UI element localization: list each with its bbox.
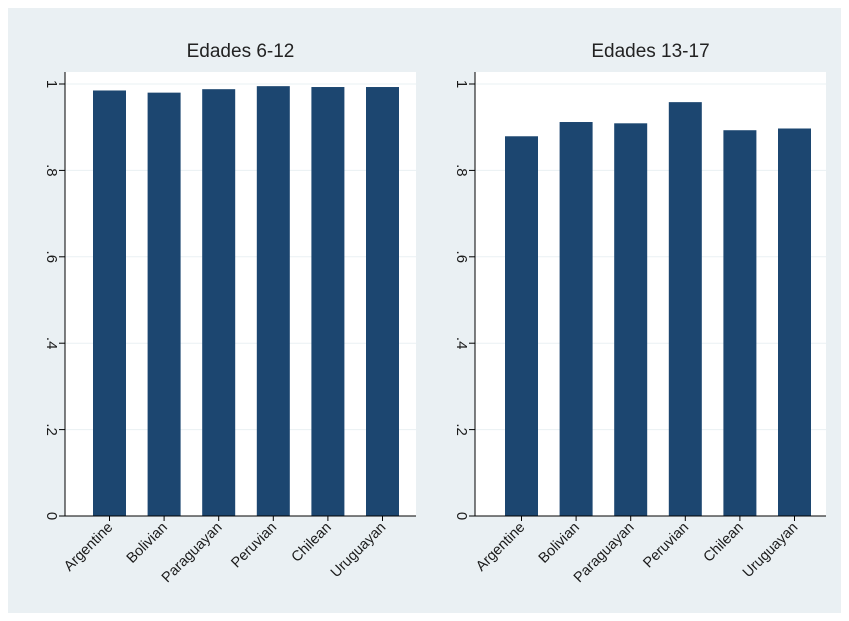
y-tick-label: .2 <box>43 423 60 436</box>
x-category-label: Chilean <box>701 520 747 566</box>
bar-uruguayan <box>366 87 399 517</box>
y-tick-label: .6 <box>43 251 60 264</box>
y-tick-label: .4 <box>453 337 470 350</box>
x-category-label: Argentine <box>473 520 528 575</box>
x-category-label: Bolivian <box>124 520 171 567</box>
bar-paraguayan <box>614 123 648 516</box>
x-category-label: Argentine <box>61 520 116 575</box>
bar-peruvian <box>668 102 702 517</box>
panel-title: Edades 13-17 <box>591 41 709 62</box>
y-tick-label: 1 <box>453 80 470 88</box>
bar-paraguayan <box>202 89 236 517</box>
y-tick-label: 0 <box>43 512 60 520</box>
x-category-label: Peruvian <box>228 520 280 572</box>
y-tick-label: .2 <box>453 423 470 436</box>
y-tick-label: .8 <box>43 164 60 177</box>
bar-argentine <box>93 90 126 516</box>
bar-uruguayan <box>778 128 811 516</box>
x-category-label: Peruvian <box>640 520 692 572</box>
bar-bolivian <box>559 122 593 517</box>
figure-background: 0.2.4.6.8 1 Argentine Bolivian Paraguayan Per… <box>8 8 841 613</box>
bar-chilean <box>311 87 345 517</box>
x-category-label: Uruguayan <box>328 520 389 581</box>
bar-bolivian <box>147 92 181 516</box>
bar-argentine <box>505 136 538 516</box>
y-tick-label: .8 <box>453 164 470 177</box>
x-category-label: Bolivian <box>536 520 583 567</box>
y-tick-label: .6 <box>453 251 470 264</box>
y-tick-label: 1 <box>43 80 60 88</box>
y-tick-label: 0 <box>453 512 470 520</box>
x-category-label: Uruguayan <box>740 520 801 581</box>
x-category-label: Chilean <box>289 520 335 566</box>
bar-chilean <box>723 130 757 516</box>
bar-peruvian <box>256 86 290 516</box>
panel-title: Edades 6-12 <box>187 41 295 62</box>
y-tick-label: .4 <box>43 337 60 350</box>
